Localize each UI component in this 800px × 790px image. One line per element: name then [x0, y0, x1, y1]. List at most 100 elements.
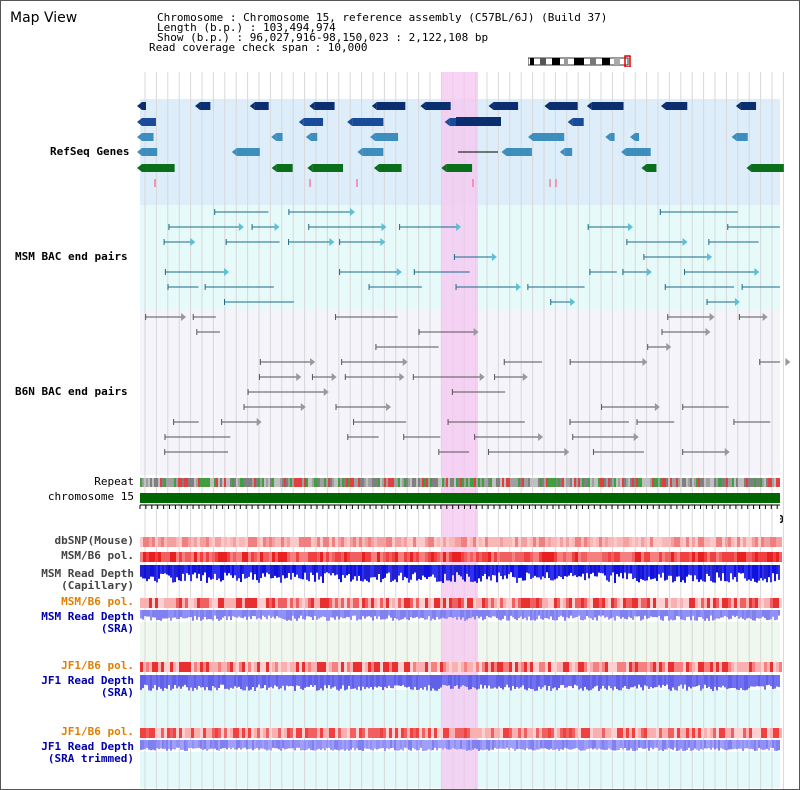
- depth-bar: [472, 565, 474, 583]
- heat-cell: [743, 552, 746, 562]
- depth-bar: [322, 740, 324, 749]
- depth-bar: [714, 740, 716, 750]
- depth-bar: [218, 740, 220, 751]
- heat-cell: [638, 598, 641, 608]
- heat-cell: [413, 598, 416, 608]
- repeat-element: [276, 478, 278, 487]
- heat-cell: [290, 537, 293, 547]
- repeat-element: [572, 478, 574, 487]
- depth-bar: [488, 675, 490, 686]
- heat-cell: [425, 552, 428, 562]
- heat-cell: [464, 552, 467, 562]
- repeat-element: [718, 478, 720, 487]
- depth-bar: [466, 565, 468, 574]
- gene-exon: [626, 148, 651, 156]
- depth-bar: [266, 610, 268, 620]
- repeat-element: [688, 478, 690, 487]
- repeat-element: [372, 478, 374, 487]
- heat-cell: [140, 662, 143, 672]
- heat-cell: [602, 662, 605, 672]
- heat-cell: [437, 662, 440, 672]
- depth-bar: [244, 610, 246, 617]
- heat-cell: [392, 662, 395, 672]
- heat-cell: [143, 598, 146, 608]
- depth-bar: [520, 610, 522, 617]
- depth-bar: [424, 565, 426, 578]
- repeat-element: [534, 478, 536, 487]
- depth-bar: [324, 610, 326, 617]
- depth-bar: [478, 610, 480, 619]
- heat-cell: [590, 728, 593, 738]
- heat-cell: [221, 662, 224, 672]
- heat-cell: [206, 598, 209, 608]
- depth-bar: [644, 740, 646, 749]
- depth-bar: [670, 565, 672, 576]
- heat-cell: [152, 598, 155, 608]
- repeat-element: [198, 478, 200, 487]
- depth-bar: [466, 675, 468, 688]
- depth-bar: [152, 565, 154, 577]
- heat-cell: [272, 728, 275, 738]
- heat-cell: [449, 728, 452, 738]
- heat-cell: [386, 728, 389, 738]
- depth-bar: [574, 675, 576, 685]
- depth-bar: [168, 740, 170, 749]
- depth-bar: [570, 565, 572, 573]
- depth-bar: [360, 565, 362, 581]
- depth-bar: [532, 740, 534, 751]
- repeat-element: [540, 478, 542, 487]
- depth-bar: [238, 740, 240, 749]
- heat-cell: [260, 537, 263, 547]
- repeat-element: [150, 478, 152, 487]
- heat-cell: [359, 598, 362, 608]
- gene-exon: [362, 148, 384, 156]
- bac-end-arrow: [724, 448, 730, 456]
- repeat-element: [206, 478, 208, 487]
- heat-cell: [353, 598, 356, 608]
- depth-bar: [764, 740, 766, 750]
- chromosome-ideogram[interactable]: [527, 52, 632, 68]
- depth-bar: [442, 740, 444, 750]
- depth-bar: [184, 610, 186, 619]
- depth-bar: [652, 565, 654, 579]
- depth-bar: [192, 610, 194, 621]
- depth-bar: [394, 610, 396, 618]
- depth-bar: [590, 565, 592, 574]
- depth-bar: [688, 675, 690, 687]
- depth-bar: [292, 565, 294, 573]
- depth-bar: [264, 610, 266, 618]
- depth-bar: [478, 740, 480, 751]
- heat-cell: [761, 728, 764, 738]
- depth-bar: [456, 610, 458, 620]
- heat-cell: [398, 728, 401, 738]
- depth-bar: [198, 565, 200, 574]
- repeat-element: [516, 478, 518, 487]
- depth-bar: [528, 610, 530, 617]
- heat-cell: [191, 552, 194, 562]
- depth-bar: [698, 565, 700, 582]
- depth-bar: [152, 610, 154, 618]
- heat-cell: [299, 728, 302, 738]
- repeat-element: [368, 478, 370, 487]
- heat-cell: [752, 598, 755, 608]
- heat-cell: [551, 598, 554, 608]
- depth-bar: [284, 565, 286, 579]
- repeat-element: [692, 478, 694, 487]
- depth-bar: [432, 565, 434, 575]
- depth-bar: [416, 610, 418, 617]
- heat-cell: [140, 728, 143, 738]
- depth-bar: [372, 565, 374, 578]
- heat-cell: [440, 662, 443, 672]
- depth-bar: [730, 565, 732, 574]
- heat-cell: [149, 537, 152, 547]
- depth-bar: [608, 610, 610, 620]
- depth-bar: [332, 675, 334, 688]
- depth-bar: [694, 610, 696, 621]
- heat-cell: [623, 662, 626, 672]
- depth-bar: [368, 675, 370, 689]
- heat-cell: [551, 662, 554, 672]
- repeat-element: [254, 478, 256, 487]
- depth-bar: [476, 740, 478, 750]
- depth-bar: [554, 565, 556, 580]
